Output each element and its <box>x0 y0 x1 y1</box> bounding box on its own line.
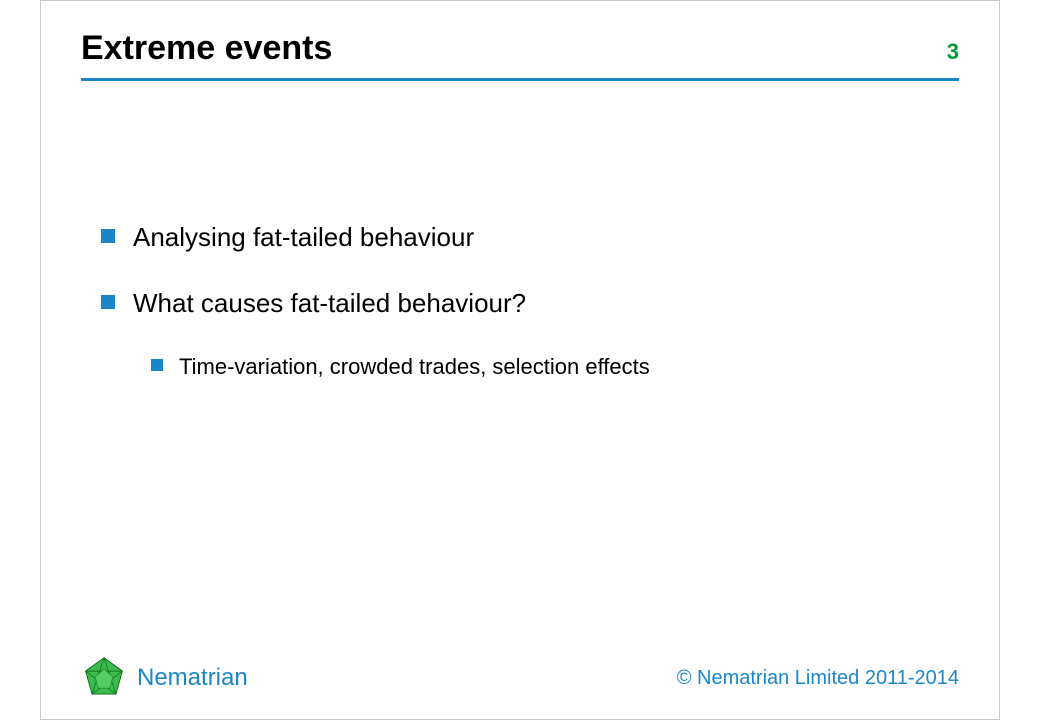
slide-header: Extreme events 3 <box>41 1 999 68</box>
bullet-text: Analysing fat-tailed behaviour <box>133 221 474 255</box>
bullet-marker-icon <box>101 295 115 309</box>
bullet-marker-icon <box>101 229 115 243</box>
slide-title: Extreme events <box>81 29 332 68</box>
bullet-text: What causes fat-tailed behaviour? <box>133 287 526 321</box>
slide-content: Analysing fat-tailed behaviour What caus… <box>41 81 999 381</box>
slide-container: Extreme events 3 Analysing fat-tailed be… <box>40 0 1000 720</box>
bullet-item: What causes fat-tailed behaviour? <box>101 287 939 321</box>
bullet-subitem: Time-variation, crowded trades, selectio… <box>151 353 939 382</box>
brand-name: Nematrian <box>137 664 248 692</box>
slide-footer: Nematrian © Nematrian Limited 2011-2014 <box>41 655 999 701</box>
bullet-item: Analysing fat-tailed behaviour <box>101 221 939 255</box>
bullet-subtext: Time-variation, crowded trades, selectio… <box>179 353 650 382</box>
bullet-marker-icon <box>151 359 163 371</box>
brand-block: Nematrian <box>81 655 248 701</box>
page-number: 3 <box>947 39 959 65</box>
nematrian-logo-icon <box>81 655 127 701</box>
copyright-text: © Nematrian Limited 2011-2014 <box>677 667 959 690</box>
